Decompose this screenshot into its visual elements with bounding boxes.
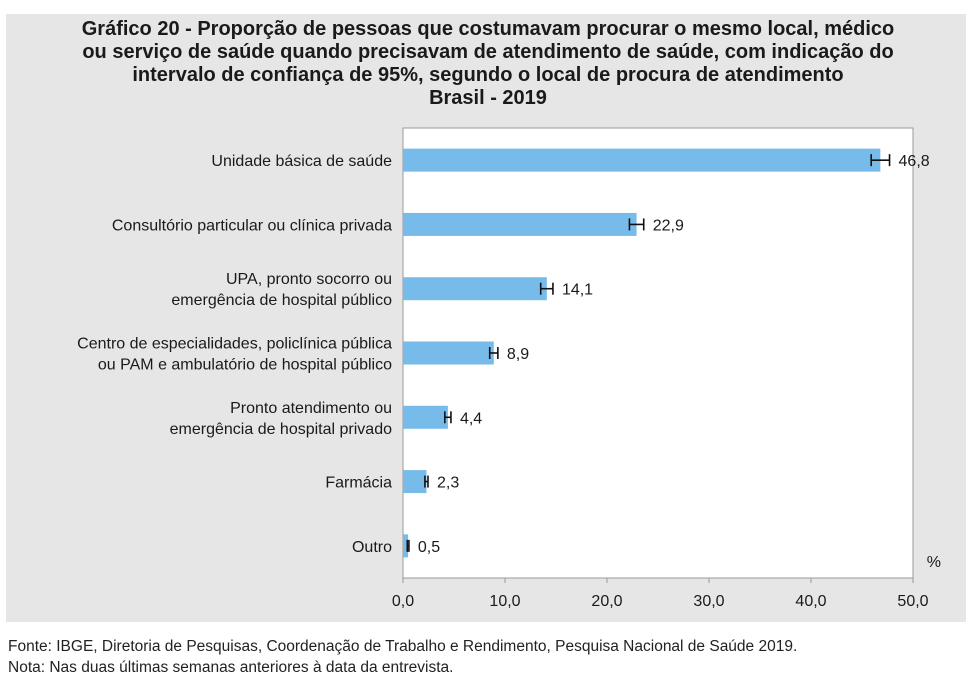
value-label-6: 0,5 [418,539,440,556]
category-label-2-0: UPA, pronto socorro ou [226,271,392,288]
bar-1 [403,212,637,236]
value-label-4: 4,4 [460,410,482,427]
category-label-2-1: emergência de hospital público [171,292,392,309]
bar-0 [403,148,881,172]
bar-5 [403,470,427,494]
bar-2 [403,277,547,301]
category-label-0-0: Unidade básica de saúde [211,153,392,170]
category-label-1-0: Consultório particular ou clínica privad… [112,217,392,234]
value-label-2: 14,1 [562,282,593,299]
title-line-1: Gráfico 20 - Proporção de pessoas que co… [81,18,895,40]
title-line-3: intervalo de confiança de 95%, segundo o… [132,64,844,86]
bar-6 [403,534,409,558]
category-label-4-0: Pronto atendimento ou [230,400,392,417]
category-label-5-0: Farmácia [325,475,392,492]
x-tick-label-3: 30,0 [693,593,724,610]
value-label-3: 8,9 [507,346,529,363]
title-line-2: ou serviço de saúde quando precisavam de… [82,41,894,63]
chart-title: Gráfico 20 - Proporção de pessoas que co… [0,0,976,110]
x-tick-label-5: 50,0 [897,593,928,610]
category-label-6-0: Outro [352,539,392,556]
category-label-3-1: ou PAM e ambulatório de hospital público [98,357,392,374]
value-label-5: 2,3 [437,475,459,492]
category-label-4-1: emergência de hospital privado [170,421,392,438]
category-label-3-0: Centro de especialidades, policlínica pú… [77,336,392,353]
x-tick-label-1: 10,0 [489,593,520,610]
bar-3 [403,341,494,365]
chart-footer: Fonte: IBGE, Diretoria de Pesquisas, Coo… [8,636,797,678]
value-label-1: 22,9 [653,217,684,234]
unit-label: % [927,554,941,571]
value-label-0: 46,8 [899,153,930,170]
x-tick-label-0: 0,0 [392,593,414,610]
x-tick-label-4: 40,0 [795,593,826,610]
title-line-4: Brasil - 2019 [429,87,547,109]
source-note: Fonte: IBGE, Diretoria de Pesquisas, Coo… [8,638,798,655]
bar-4 [403,405,448,429]
footnote: Nota: Nas duas últimas semanas anteriore… [8,659,454,676]
x-tick-label-2: 20,0 [591,593,622,610]
